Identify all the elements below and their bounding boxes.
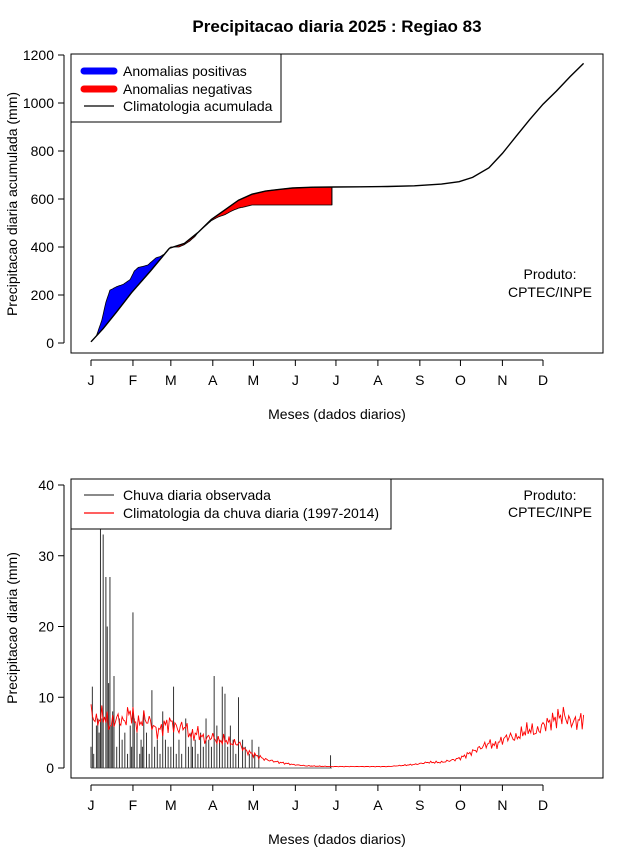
legend-label-negative: Anomalias negativas (123, 81, 252, 97)
daily-x-label: Meses (dados diarios) (268, 831, 406, 847)
cumulative-y-tick-label: 1000 (23, 95, 54, 111)
cumulative-x-label: Meses (dados diarios) (268, 406, 406, 422)
cumulative-y-tick-label: 200 (31, 287, 55, 303)
daily-climatology-polyline (90, 704, 585, 768)
daily-legend: Chuva diaria observada Climatologia da c… (70, 478, 392, 530)
product-note-line-2: CPTEC/INPE (508, 284, 592, 300)
cumulative-x-tick-label: D (538, 372, 548, 388)
daily-y-tick-label: 10 (38, 689, 54, 705)
daily-x-tick-label: J (332, 797, 339, 813)
cumulative-x-tick-label: N (497, 372, 507, 388)
daily-y-axis: 0 10 20 30 40 (38, 477, 65, 776)
cumulative-x-tick-label: A (208, 372, 218, 388)
cumulative-panel: 0 200 400 600 800 1000 1200 J F M A M J J A S O N D Meses… (4, 47, 604, 422)
cumulative-y-tick-label: 1200 (23, 47, 54, 63)
daily-x-tick-label: F (129, 797, 138, 813)
daily-x-tick-label: M (165, 797, 177, 813)
cumulative-y-tick-label: 0 (46, 335, 54, 351)
daily-y-tick-label: 0 (46, 760, 54, 776)
daily-y-tick-label: 20 (38, 619, 54, 635)
cumulative-y-axis: 0 200 400 600 800 1000 1200 (23, 47, 65, 351)
daily-x-tick-label: N (497, 797, 507, 813)
cumulative-x-tick-label: J (88, 372, 95, 388)
cumulative-x-tick-label: M (248, 372, 260, 388)
cumulative-climatology-line (90, 62, 585, 343)
cumulative-x-tick-label: O (455, 372, 466, 388)
daily-x-tick-label: A (208, 797, 218, 813)
legend-label-positive: Anomalias positivas (123, 63, 247, 79)
daily-x-tick-label: S (415, 797, 424, 813)
daily-x-tick-label: O (455, 797, 466, 813)
cumulative-x-tick-label: J (292, 372, 299, 388)
product-note-line-1-bottom: Produto: (524, 487, 577, 503)
cumulative-y-tick-label: 600 (31, 191, 55, 207)
daily-panel: 0 10 20 30 40 J F M A M J J A S O N D Meses (dados diar… (4, 477, 604, 847)
daily-x-tick-label: J (292, 797, 299, 813)
cumulative-x-tick-label: J (332, 372, 339, 388)
daily-legend-box (70, 478, 392, 530)
product-note-line-2-bottom: CPTEC/INPE (508, 504, 592, 520)
cumulative-x-tick-label: M (165, 372, 177, 388)
cumulative-lines (90, 62, 585, 343)
negative-anomaly-area-2 (173, 186, 333, 248)
legend-label-daily-climatology: Climatologia da chuva diaria (1997-2014) (123, 505, 379, 521)
cumulative-y-tick-label: 400 (31, 239, 55, 255)
cumulative-x-tick-label: F (129, 372, 138, 388)
daily-x-tick-label: M (248, 797, 260, 813)
cumulative-plot-frame (70, 53, 604, 354)
product-note-line-1: Produto: (524, 266, 577, 282)
daily-y-tick-label: 40 (38, 477, 54, 493)
daily-x-tick-label: J (88, 797, 95, 813)
observed-rain-bars (90, 520, 332, 769)
legend-label-observed: Chuva diaria observada (123, 487, 271, 503)
daily-climatology-line (90, 704, 585, 768)
cumulative-y-tick-label: 800 (31, 143, 55, 159)
cumulative-x-tick-label: A (373, 372, 383, 388)
legend-label-climatology: Climatologia acumulada (123, 98, 273, 114)
chart-title: Precipitacao diaria 2025 : Regiao 83 (192, 17, 481, 36)
anomaly-fills (90, 186, 333, 343)
daily-y-label: Precipitacao diaria (mm) (4, 552, 20, 704)
cumulative-x-tick-label: S (415, 372, 424, 388)
daily-y-tick-label: 30 (38, 548, 54, 564)
cumulative-legend: Anomalias positivas Anomalias negativas … (70, 53, 282, 123)
cumulative-y-label: Precipitacao diaria acumulada (mm) (4, 92, 20, 316)
daily-x-tick-label: A (373, 797, 383, 813)
daily-x-tick-label: D (538, 797, 548, 813)
